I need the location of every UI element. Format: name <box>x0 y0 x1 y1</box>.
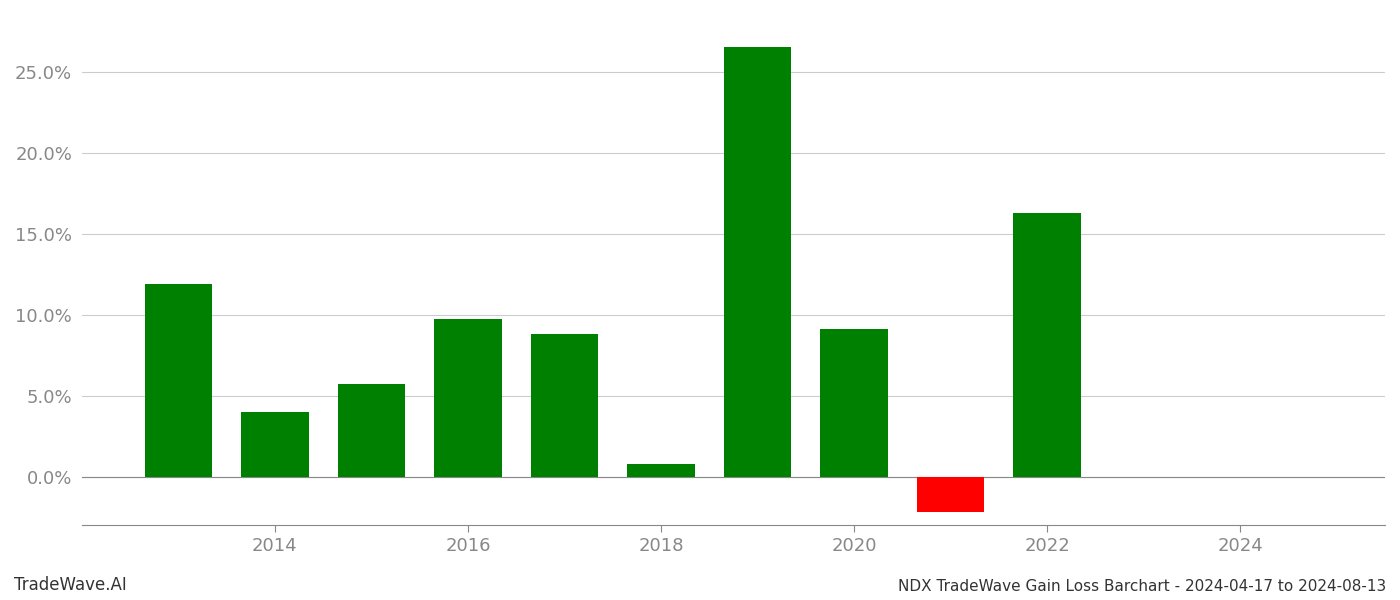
Bar <box>241 412 308 476</box>
Bar <box>434 319 501 476</box>
Text: TradeWave.AI: TradeWave.AI <box>14 576 127 594</box>
Bar <box>1014 212 1081 476</box>
Bar <box>144 284 213 476</box>
Bar <box>627 464 694 476</box>
Text: NDX TradeWave Gain Loss Barchart - 2024-04-17 to 2024-08-13: NDX TradeWave Gain Loss Barchart - 2024-… <box>897 579 1386 594</box>
Bar <box>337 384 405 476</box>
Bar <box>531 334 598 476</box>
Bar <box>724 47 791 476</box>
Bar <box>820 329 888 476</box>
Bar <box>917 476 984 512</box>
